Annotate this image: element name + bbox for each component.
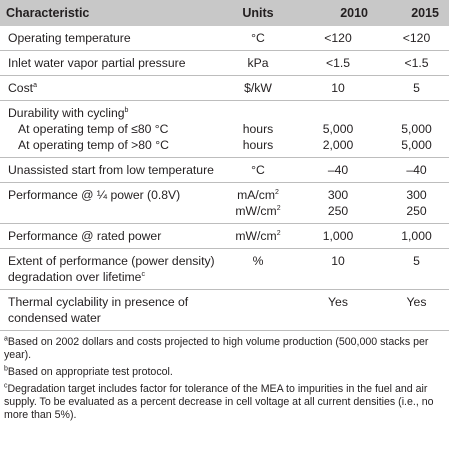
row-value-2015: Yes: [378, 289, 449, 331]
row-units: °C: [218, 157, 298, 183]
row-label: Durability with cycling: [8, 106, 125, 120]
row-label: Performance @ ¼ power (0.8V): [0, 182, 218, 224]
table-header-row: Characteristic Units 2010 2015: [0, 0, 449, 26]
row-value-2010: 10: [298, 75, 378, 101]
row-units-line: mA/cm2: [218, 187, 298, 203]
table-row: Thermal cyclability in presence of conde…: [0, 289, 449, 331]
row-value-2010: 300: [327, 188, 349, 202]
unit-exponent: 2: [275, 188, 279, 196]
row-value-2015-cell: 300 250: [378, 182, 449, 224]
durability-sub-high: At operating temp of >80 °C: [18, 138, 169, 152]
row-units-cell: hours hours: [218, 100, 298, 158]
row-value-2010-cell: 300 250: [298, 182, 378, 224]
footnote-ref: a: [33, 81, 37, 89]
footnote-text: Degradation target includes factor for t…: [4, 383, 434, 421]
row-label-cell: Durability with cyclingb At operating te…: [0, 100, 218, 158]
footnotes: aBased on 2002 dollars and costs project…: [0, 335, 449, 422]
footnote-marker: b: [4, 365, 8, 373]
row-value-2015: 5,000: [401, 138, 432, 152]
row-label-cell: Costa: [0, 75, 218, 101]
table-row: Extent of performance (power density) de…: [0, 248, 449, 290]
row-label-line2: degradation over lifetimec: [8, 269, 218, 285]
row-units: mW/cm: [235, 229, 277, 243]
row-value-2015: <120: [378, 26, 449, 51]
row-value-2010: <1.5: [298, 50, 378, 76]
row-value-2010: 5,000: [322, 122, 354, 136]
durability-sub-low: At operating temp of ≤80 °C: [18, 122, 169, 136]
row-units: %: [218, 248, 298, 290]
row-units-cell: mA/cm2 mW/cm2: [218, 182, 298, 224]
row-value-2010: 10: [298, 248, 378, 290]
footnote-ref: c: [141, 270, 145, 278]
row-value-2010: Yes: [298, 289, 378, 331]
footnote-text: Based on 2002 dollars and costs projecte…: [4, 336, 429, 361]
header-2015: 2015: [411, 6, 439, 20]
row-value-2010-cell: 5,000 2,000: [298, 100, 378, 158]
row-value-2010: <120: [298, 26, 378, 51]
footnote-c: cDegradation target includes factor for …: [4, 382, 445, 422]
row-value-2015: 5: [378, 75, 449, 101]
row-label: Cost: [8, 81, 34, 95]
row-label: Extent of performance (power density): [8, 254, 215, 268]
footnote-a: aBased on 2002 dollars and costs project…: [4, 335, 445, 362]
row-value-2010: 1,000: [298, 223, 378, 249]
row-units: hours: [242, 138, 274, 152]
row-value-2015: 1,000: [378, 223, 449, 249]
row-label: degradation over lifetime: [8, 270, 142, 284]
row-value-2010: 250: [327, 204, 349, 218]
row-label: Inlet water vapor partial pressure: [0, 50, 218, 76]
table-row: Performance @ ¼ power (0.8V) mA/cm2 mW/c…: [0, 182, 449, 224]
footnote-marker: c: [4, 382, 8, 390]
row-value-2015: 5,000: [401, 122, 432, 136]
row-label: Unassisted start from low temperature: [0, 157, 218, 183]
row-value-2010: –40: [298, 157, 378, 183]
unit-exponent: 2: [276, 229, 281, 237]
row-units: $/kW: [218, 75, 298, 101]
row-units: mA/cm: [237, 188, 275, 202]
table-row: Unassisted start from low temperature °C…: [0, 157, 449, 183]
table-row: Durability with cyclingb At operating te…: [0, 100, 449, 158]
row-value-2015: <1.5: [378, 50, 449, 76]
row-units: [218, 289, 298, 331]
row-label: condensed water: [8, 311, 101, 325]
row-units: kPa: [218, 50, 298, 76]
footnote-marker: a: [4, 335, 8, 343]
header-units: Units: [242, 6, 274, 20]
footnote-b: bBased on appropriate test protocol.: [4, 365, 445, 379]
footnote-text: Based on appropriate test protocol.: [7, 366, 173, 378]
unit-exponent: 2: [276, 204, 281, 212]
row-label-cell: Thermal cyclability in presence of conde…: [0, 289, 218, 331]
row-units: hours: [242, 122, 274, 136]
row-units: mW/cm: [235, 204, 277, 218]
row-label: Operating temperature: [0, 26, 218, 51]
durability-title: Durability with cyclingb: [8, 105, 218, 121]
table-row: Operating temperature °C <120 <120: [0, 26, 449, 51]
table-row: Performance @ rated power mW/cm2 1,000 1…: [0, 223, 449, 249]
row-value-2015: 300: [406, 188, 427, 202]
table-row: Costa $/kW 10 5: [0, 75, 449, 101]
row-value-2015: 250: [406, 204, 427, 218]
header-2010: 2010: [340, 6, 368, 20]
table-row: Inlet water vapor partial pressure kPa <…: [0, 50, 449, 76]
row-label: Thermal cyclability in presence of: [8, 295, 189, 309]
row-value-2010: 2,000: [322, 138, 354, 152]
row-value-2015: –40: [378, 157, 449, 183]
row-units-cell: mW/cm2: [218, 223, 298, 249]
row-value-2015: 5: [378, 248, 449, 290]
row-units: °C: [218, 26, 298, 51]
row-value-2015-cell: 5,000 5,000: [378, 100, 449, 158]
header-characteristic: Characteristic: [6, 6, 90, 20]
footnote-ref: b: [124, 106, 129, 114]
targets-table: Characteristic Units 2010 2015 Operating…: [0, 0, 449, 331]
row-label: Performance @ rated power: [0, 223, 218, 249]
row-units-line: mW/cm2: [218, 203, 298, 219]
row-label-cell: Extent of performance (power density) de…: [0, 248, 218, 290]
